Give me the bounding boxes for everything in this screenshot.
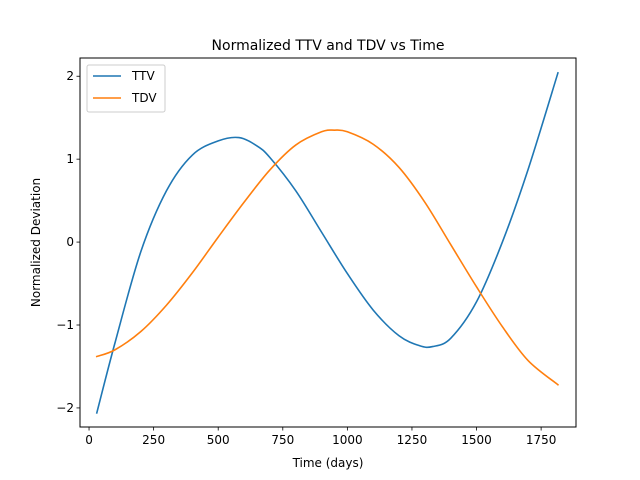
legend-label-ttv: TTV xyxy=(131,69,155,83)
y-tick-label: 1 xyxy=(66,152,74,166)
x-tick-label: 250 xyxy=(142,433,165,447)
y-axis: −2 −1 0 1 2 xyxy=(56,69,80,415)
legend-label-tdv: TDV xyxy=(131,91,157,105)
series-line-tdv xyxy=(95,129,560,386)
y-tick-label: −2 xyxy=(56,401,74,415)
x-tick-label: 1000 xyxy=(332,433,363,447)
x-tick-label: 750 xyxy=(271,433,294,447)
x-tick-label: 1750 xyxy=(526,433,557,447)
legend: TTV TDV xyxy=(86,64,166,113)
y-tick-label: 2 xyxy=(66,69,74,83)
y-axis-label: Normalized Deviation xyxy=(29,178,43,307)
x-tick-label: 1500 xyxy=(461,433,492,447)
x-tick-label: 500 xyxy=(207,433,230,447)
chart-title: Normalized TTV and TDV vs Time xyxy=(212,38,445,54)
y-tick-label: 0 xyxy=(66,235,74,249)
x-axis: 0 250 500 750 1000 1250 1500 1750 xyxy=(85,427,556,447)
x-tick-label: 0 xyxy=(85,433,93,447)
x-tick-label: 1250 xyxy=(397,433,428,447)
y-tick-label: −1 xyxy=(56,318,74,332)
series-line-ttv xyxy=(95,71,559,414)
plot-lines xyxy=(95,71,560,414)
x-axis-label: Time (days) xyxy=(292,456,364,470)
